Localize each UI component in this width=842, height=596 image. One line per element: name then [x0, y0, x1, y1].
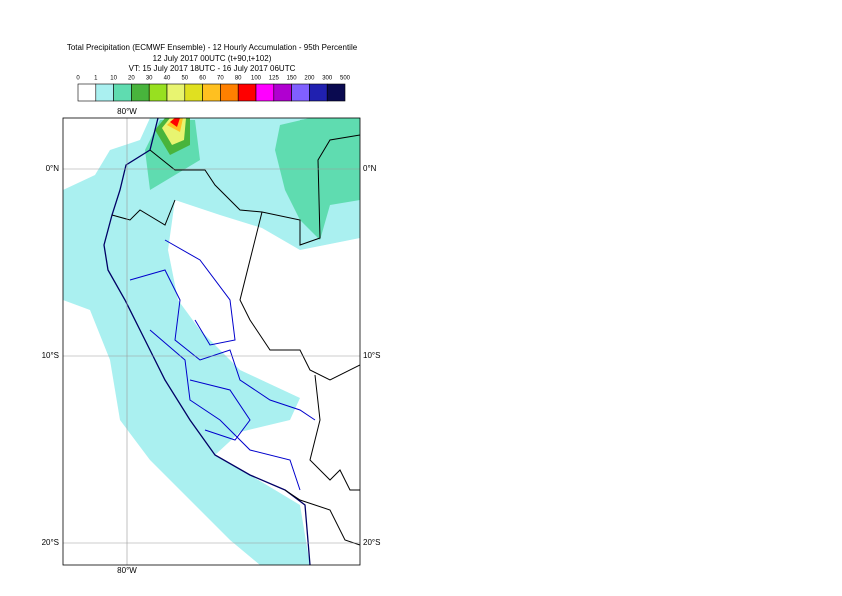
legend-swatch	[255, 83, 275, 102]
legend-label: 100	[251, 76, 262, 82]
lat-label: 10°S	[363, 351, 380, 360]
legend-label: 10	[110, 76, 117, 82]
legend-swatch	[77, 83, 97, 102]
legend-swatch	[202, 83, 221, 102]
legend-swatch	[131, 83, 150, 102]
legend-swatch	[237, 83, 257, 102]
legend-swatch	[95, 83, 114, 102]
legend-label: 150	[287, 76, 298, 82]
legend-swatch	[326, 83, 346, 102]
legend-label: 60	[199, 76, 206, 82]
lat-label: 20°S	[363, 538, 380, 547]
legend-label: 300	[322, 76, 333, 82]
legend-label: 1	[94, 76, 98, 82]
title-line: VT: 15 July 2017 18UTC - 16 July 2017 06…	[129, 64, 296, 73]
legend-swatch	[184, 83, 203, 102]
legend-label: 80	[235, 76, 242, 82]
legend-swatch	[113, 83, 132, 102]
lat-label: 0°N	[363, 164, 377, 173]
map	[63, 118, 360, 565]
legend-swatch	[148, 83, 168, 102]
lat-label: 10°S	[42, 351, 59, 360]
legend-label: 125	[269, 76, 280, 82]
legend-swatch	[166, 83, 186, 102]
legend-label: 200	[304, 76, 315, 82]
legend-label: 0	[76, 76, 80, 82]
title-line: 12 July 2017 00UTC (t+90,t+102)	[153, 54, 272, 63]
legend-swatch	[291, 83, 310, 102]
legend-label: 20	[128, 76, 135, 82]
legend-swatch	[273, 83, 292, 102]
lon-label: 80°W	[117, 566, 137, 575]
lat-label: 0°N	[46, 164, 60, 173]
legend-label: 50	[181, 76, 188, 82]
title-line: Total Precipitation (ECMWF Ensemble) - 1…	[67, 43, 358, 52]
legend-label: 30	[146, 76, 153, 82]
map-frame	[62, 117, 361, 566]
lat-label: 20°S	[42, 538, 59, 547]
legend-swatch	[309, 83, 328, 102]
legend-label: 500	[340, 76, 351, 82]
legend: 0 1 10 20 30 40 50 60 70 80 100 125 150 200 300 500	[76, 76, 351, 102]
legend-label: 40	[164, 76, 171, 82]
legend-swatch	[220, 83, 239, 102]
lon-label: 80°W	[117, 107, 137, 116]
legend-label: 70	[217, 76, 224, 82]
